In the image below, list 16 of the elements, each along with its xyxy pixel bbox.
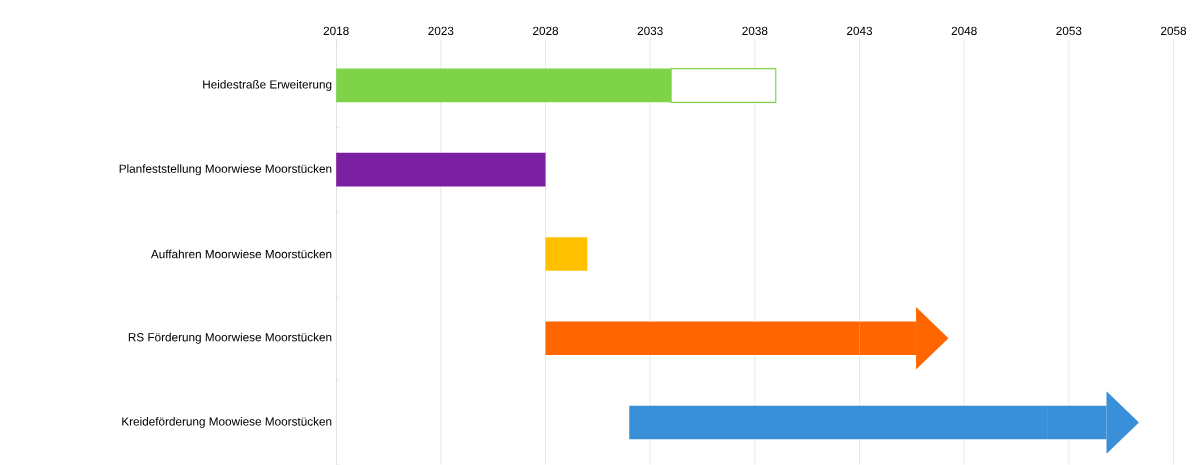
y-tick-label: Kreideförderung Moowiese Moorstücken (122, 417, 332, 429)
x-tick-label: 2038 (742, 26, 768, 36)
x-tick-label: 2053 (1056, 26, 1082, 36)
x-tick-label: 2048 (951, 26, 977, 36)
y-tick-label: RS Förderung Moorwiese Moorstücken (128, 332, 332, 344)
y-tick-label: Auffahren Moorwiese Moorstücken (150, 249, 332, 259)
x-tick-label: 2028 (533, 26, 559, 36)
x-tick-label: 2058 (1161, 26, 1187, 36)
x-tick-label: 2018 (323, 26, 349, 36)
bar (545, 237, 588, 271)
x-tick-label: 2033 (637, 26, 663, 36)
x-tick-label: 2043 (847, 26, 873, 36)
y-tick-label: Heidestraße Erweiterung (203, 80, 332, 92)
bar (336, 152, 546, 187)
y-tick-label: Planfeststellung Moorwiese Moorstücken (119, 164, 332, 176)
x-tick-label: 2023 (428, 26, 454, 36)
